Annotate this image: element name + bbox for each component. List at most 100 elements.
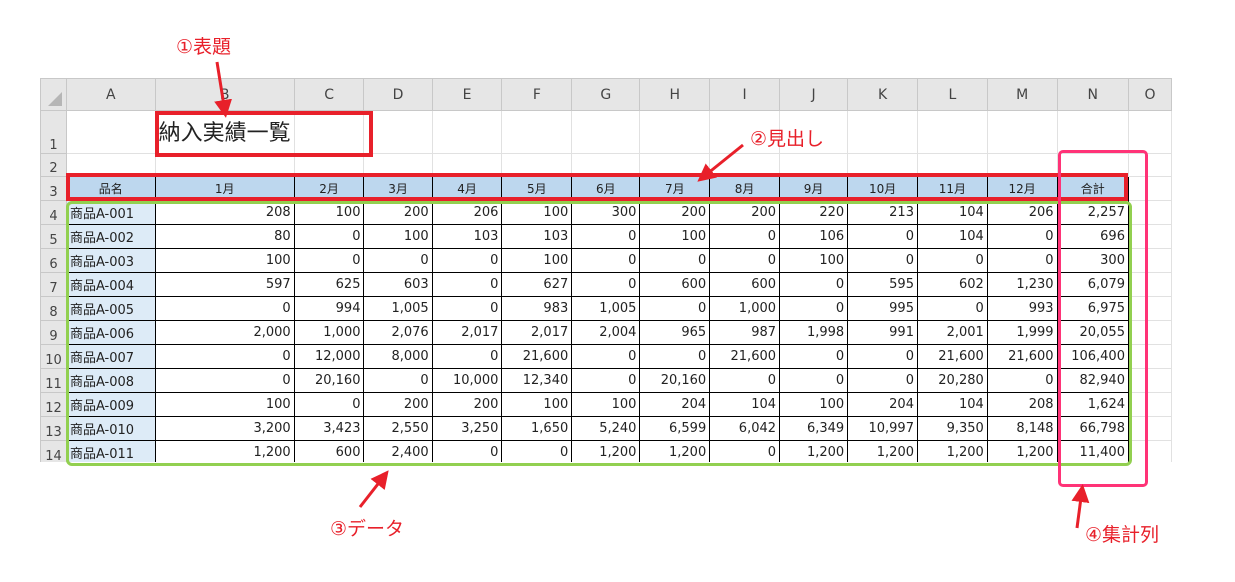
row-header-4[interactable]: 4 [40, 200, 67, 225]
value-cell[interactable]: 2,017 [431, 320, 503, 345]
value-cell[interactable]: 603 [363, 272, 433, 297]
product-name-cell[interactable]: 商品A-007 [65, 344, 156, 369]
value-cell[interactable]: 0 [431, 344, 503, 369]
value-cell[interactable]: 987 [709, 320, 781, 345]
value-cell[interactable]: 1,998 [779, 320, 849, 345]
value-cell[interactable]: 600 [293, 440, 365, 462]
cell[interactable] [431, 110, 503, 154]
value-cell[interactable]: 206 [431, 200, 503, 225]
total-cell[interactable]: 82,940 [1056, 368, 1129, 393]
cell[interactable] [1127, 224, 1172, 249]
product-name-cell[interactable]: 商品A-010 [65, 416, 156, 441]
value-cell[interactable]: 1,650 [501, 416, 573, 441]
column-header-F[interactable]: F [501, 78, 573, 111]
total-cell[interactable]: 6,079 [1056, 272, 1129, 297]
value-cell[interactable]: 1,200 [986, 440, 1058, 462]
value-cell[interactable]: 1,999 [986, 320, 1058, 345]
column-header-O[interactable]: O [1127, 78, 1172, 111]
value-cell[interactable]: 0 [639, 248, 711, 273]
value-cell[interactable]: 600 [709, 272, 781, 297]
value-cell[interactable]: 1,000 [709, 296, 781, 321]
value-cell[interactable]: 1,200 [639, 440, 711, 462]
cell[interactable] [1127, 416, 1172, 441]
value-cell[interactable]: 0 [431, 272, 503, 297]
value-cell[interactable]: 9,350 [916, 416, 988, 441]
value-cell[interactable]: 1,200 [154, 440, 295, 462]
value-cell[interactable]: 10,997 [847, 416, 918, 441]
value-cell[interactable]: 104 [916, 224, 988, 249]
value-cell[interactable]: 8,000 [363, 344, 433, 369]
column-header-K[interactable]: K [847, 78, 918, 111]
value-cell[interactable]: 0 [571, 368, 641, 393]
header-cell[interactable]: 9月 [779, 176, 849, 201]
value-cell[interactable]: 1,200 [571, 440, 641, 462]
product-name-cell[interactable]: 商品A-008 [65, 368, 156, 393]
cell[interactable] [779, 110, 849, 154]
value-cell[interactable]: 0 [986, 224, 1058, 249]
header-cell[interactable]: 12月 [986, 176, 1058, 201]
value-cell[interactable]: 602 [916, 272, 988, 297]
total-cell[interactable]: 2,257 [1056, 200, 1129, 225]
product-name-cell[interactable]: 商品A-006 [65, 320, 156, 345]
row-header-11[interactable]: 11 [40, 368, 67, 393]
value-cell[interactable]: 1,005 [363, 296, 433, 321]
select-all-button[interactable] [40, 78, 67, 111]
value-cell[interactable]: 200 [639, 200, 711, 225]
cell[interactable] [1127, 110, 1172, 154]
value-cell[interactable]: 0 [293, 248, 365, 273]
value-cell[interactable]: 2,400 [363, 440, 433, 462]
total-cell[interactable]: 1,624 [1056, 392, 1129, 417]
value-cell[interactable]: 0 [847, 368, 918, 393]
row-header-5[interactable]: 5 [40, 224, 67, 249]
value-cell[interactable]: 20,160 [639, 368, 711, 393]
value-cell[interactable]: 0 [639, 344, 711, 369]
header-cell[interactable]: 1月 [154, 176, 295, 201]
value-cell[interactable]: 0 [154, 296, 295, 321]
value-cell[interactable]: 0 [154, 368, 295, 393]
value-cell[interactable]: 0 [916, 296, 988, 321]
value-cell[interactable]: 10,000 [431, 368, 503, 393]
total-cell[interactable]: 106,400 [1056, 344, 1129, 369]
value-cell[interactable]: 1,200 [847, 440, 918, 462]
total-cell[interactable]: 300 [1056, 248, 1129, 273]
header-cell[interactable]: 3月 [363, 176, 433, 201]
product-name-cell[interactable]: 商品A-001 [65, 200, 156, 225]
cell[interactable] [1127, 368, 1172, 393]
value-cell[interactable]: 1,200 [779, 440, 849, 462]
row-header-8[interactable]: 8 [40, 296, 67, 321]
column-header-A[interactable]: A [65, 78, 156, 111]
value-cell[interactable]: 0 [293, 392, 365, 417]
value-cell[interactable]: 965 [639, 320, 711, 345]
cell[interactable] [1127, 320, 1172, 345]
column-header-M[interactable]: M [986, 78, 1058, 111]
value-cell[interactable]: 3,250 [431, 416, 503, 441]
product-name-cell[interactable]: 商品A-002 [65, 224, 156, 249]
header-cell[interactable]: 6月 [571, 176, 641, 201]
value-cell[interactable]: 12,000 [293, 344, 365, 369]
value-cell[interactable]: 0 [847, 344, 918, 369]
row-header-13[interactable]: 13 [40, 416, 67, 441]
value-cell[interactable]: 0 [154, 344, 295, 369]
row-header-14[interactable]: 14 [40, 440, 67, 462]
value-cell[interactable]: 100 [779, 392, 849, 417]
value-cell[interactable]: 2,017 [501, 320, 573, 345]
value-cell[interactable]: 0 [847, 248, 918, 273]
cell[interactable] [363, 110, 433, 154]
value-cell[interactable]: 1,200 [916, 440, 988, 462]
cell[interactable] [1127, 392, 1172, 417]
value-cell[interactable]: 1,230 [986, 272, 1058, 297]
value-cell[interactable]: 595 [847, 272, 918, 297]
total-cell[interactable]: 11,400 [1056, 440, 1129, 462]
column-header-G[interactable]: G [571, 78, 641, 111]
total-cell[interactable]: 6,975 [1056, 296, 1129, 321]
value-cell[interactable]: 0 [293, 224, 365, 249]
sheet-title[interactable]: 納入実績一覧 [154, 110, 295, 154]
column-header-J[interactable]: J [779, 78, 849, 111]
value-cell[interactable]: 21,600 [501, 344, 573, 369]
value-cell[interactable]: 80 [154, 224, 295, 249]
product-name-cell[interactable]: 商品A-011 [65, 440, 156, 462]
value-cell[interactable]: 0 [431, 248, 503, 273]
value-cell[interactable]: 983 [501, 296, 573, 321]
value-cell[interactable]: 8,148 [986, 416, 1058, 441]
total-cell[interactable]: 66,798 [1056, 416, 1129, 441]
